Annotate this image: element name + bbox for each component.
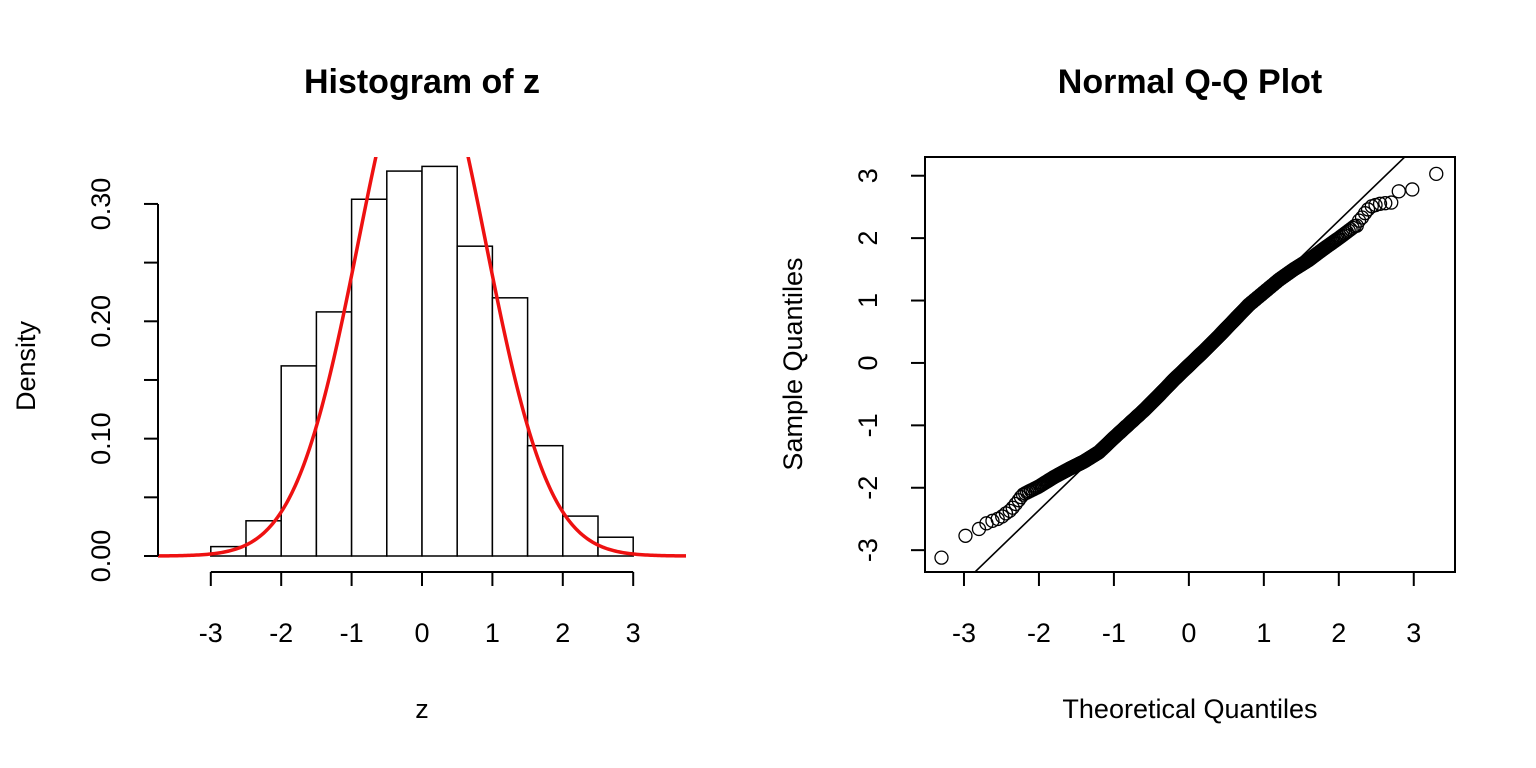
qq-point — [1011, 493, 1026, 508]
histogram-y-label: Density — [11, 320, 41, 411]
qq-point — [934, 550, 949, 565]
qq-x-tick-label: 0 — [1181, 618, 1196, 648]
qq-x-tick-label: -1 — [1102, 618, 1126, 648]
histogram-x-tick-label: -1 — [340, 618, 364, 648]
qq-y-tick-label: 1 — [853, 293, 883, 308]
histogram-y-tick-label: 0.20 — [86, 295, 116, 348]
histogram-x-tick-label: 2 — [555, 618, 570, 648]
qq-y-tick-label: -3 — [853, 538, 883, 562]
qq-x-tick-label: -3 — [952, 618, 976, 648]
histogram-x-tick-label: 1 — [485, 618, 500, 648]
qq-x-label: Theoretical Quantiles — [1062, 694, 1317, 724]
histogram-title: Histogram of z — [304, 63, 540, 101]
histogram-x-tick-label: 3 — [626, 618, 641, 648]
qq-y-axis: -3 -2 -1 0 1 2 3 — [853, 168, 926, 562]
qq-reference-line — [973, 157, 1406, 572]
histogram-x-tick-label: -3 — [199, 618, 223, 648]
density-curve — [157, 157, 687, 558]
qq-title: Normal Q-Q Plot — [1058, 63, 1322, 101]
qq-reference-line-group — [973, 157, 1406, 572]
qq-point — [1360, 202, 1376, 217]
histogram-bar — [491, 297, 529, 557]
histogram-bar — [386, 170, 423, 557]
qq-point — [971, 521, 987, 537]
qq-point — [1384, 195, 1399, 210]
histogram-y-tick-label: 0.10 — [86, 412, 116, 465]
qq-point — [1378, 196, 1393, 211]
qq-plot-panel: Normal Q-Q Plot Theoretical Quantiles Sa… — [778, 63, 1456, 724]
histogram-y-tick-label: 0.00 — [86, 530, 116, 583]
qq-y-tick-label: 3 — [853, 168, 883, 183]
qq-y-tick-label: -1 — [853, 413, 883, 437]
qq-point — [995, 509, 1010, 524]
histogram-x-tick-label: -2 — [269, 618, 293, 648]
qq-y-tick-label: -2 — [853, 476, 883, 500]
qq-x-tick-label: 1 — [1256, 618, 1271, 648]
histogram-bar — [245, 520, 282, 557]
qq-point — [958, 528, 973, 543]
qq-x-axis: -3 -2 -1 0 1 2 3 — [952, 571, 1421, 648]
histogram-bar — [562, 515, 599, 557]
qq-points — [934, 166, 1444, 565]
qq-point — [1372, 196, 1388, 211]
histogram-bar — [315, 311, 353, 557]
histogram-density-curve-group — [157, 157, 687, 558]
qq-x-tick-label: 2 — [1331, 618, 1346, 648]
qq-point — [1391, 184, 1406, 199]
histogram-panel: Histogram of z z Density -3 -2 -1 0 1 2 3 0.00… — [11, 63, 687, 724]
histogram-y-tick-label: 0.30 — [86, 178, 116, 231]
histogram-y-axis: 0.00 0.10 0.20 0.30 — [86, 178, 159, 583]
qq-point — [1429, 166, 1444, 182]
qq-x-tick-label: 3 — [1406, 618, 1421, 648]
histogram-x-tick-label: 0 — [414, 618, 429, 648]
qq-point — [1013, 489, 1029, 505]
histogram-bar — [421, 165, 458, 557]
qq-y-tick-label: 0 — [853, 355, 883, 370]
qq-x-tick-label: -2 — [1027, 618, 1051, 648]
histogram-bar — [280, 365, 318, 557]
histogram-x-label: z — [415, 694, 429, 724]
histogram-bars — [210, 165, 634, 557]
qq-y-label: Sample Quantiles — [778, 257, 808, 470]
histogram-x-axis: -3 -2 -1 0 1 2 3 — [199, 571, 641, 648]
histogram-bar — [456, 245, 494, 557]
qq-point — [1405, 182, 1420, 197]
qq-y-tick-label: 2 — [853, 231, 883, 246]
